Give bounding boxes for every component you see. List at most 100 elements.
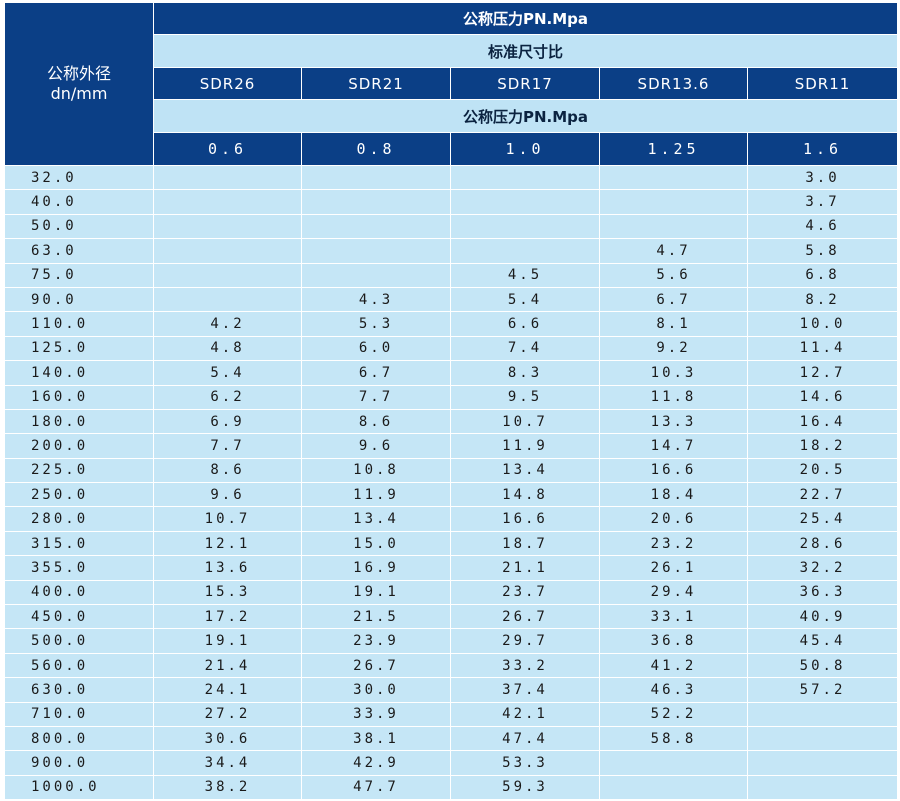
wall-thickness-cell: 4.7 [599,238,748,264]
wall-thickness-cell: 4.3 [301,286,451,313]
wall-thickness-cell: 59.3 [450,774,600,801]
pressure-title: 公称压力PN.Mpa [152,2,899,35]
wall-thickness-cell [301,238,451,264]
wall-thickness-cell: 6.2 [153,384,302,410]
wall-thickness-cell [450,238,600,264]
table-row: 140.0 5.4 6.7 8.3 10.3 12.7 [4,360,899,386]
wall-thickness-cell: 45.4 [746,628,899,654]
table-row: 710.0 27.2 33.9 42.1 52.2 [4,701,899,727]
table-row: 500.0 19.1 23.9 29.7 36.8 45.4 [4,628,899,654]
outer-diameter-cell: 63.0 [4,238,154,264]
table-row: 800.0 30.6 38.1 47.4 58.8 [4,725,899,752]
outer-diameter-cell: 125.0 [4,335,154,362]
table-row: 450.0 17.2 21.5 26.7 33.1 40.9 [4,604,899,630]
outer-diameter-cell: 140.0 [4,360,154,386]
wall-thickness-cell: 37.4 [450,677,600,703]
wall-thickness-cell: 4.5 [450,262,600,288]
wall-thickness-cell: 47.4 [450,725,600,752]
wall-thickness-cell: 8.1 [599,311,748,337]
wall-thickness-cell: 26.1 [599,555,748,581]
wall-thickness-cell [450,213,600,240]
table-row: 40.0 3.7 [4,189,899,215]
wall-thickness-cell: 6.7 [599,286,748,313]
outer-diameter-cell: 280.0 [4,506,154,532]
outer-diameter-cell: 225.0 [4,457,154,484]
table-row: 250.0 9.6 11.9 14.8 18.4 22.7 [4,482,899,508]
table-row: 180.0 6.9 8.6 10.7 13.3 16.4 [4,408,899,435]
outer-diameter-cell: 200.0 [4,433,154,459]
wall-thickness-cell: 12.7 [746,360,899,386]
wall-thickness-cell: 6.0 [301,335,451,362]
wall-thickness-cell: 53.3 [450,750,600,776]
sdr-header: SDR11 [746,67,899,100]
wall-thickness-cell: 10.8 [301,457,451,484]
wall-thickness-cell: 52.2 [599,701,748,727]
wall-thickness-cell: 3.0 [746,164,899,191]
table-row: 200.0 7.7 9.6 11.9 14.7 18.2 [4,433,899,459]
wall-thickness-cell: 26.7 [301,652,451,679]
wall-thickness-cell [450,189,600,215]
wall-thickness-cell: 57.2 [746,677,899,703]
wall-thickness-cell: 10.7 [450,408,600,435]
wall-thickness-cell: 5.6 [599,262,748,288]
wall-thickness-cell [599,189,748,215]
wall-thickness-cell: 11.9 [450,433,600,459]
wall-thickness-cell [153,238,302,264]
wall-thickness-cell: 8.3 [450,360,600,386]
wall-thickness-cell: 14.7 [599,433,748,459]
outer-diameter-cell: 900.0 [4,750,154,776]
wall-thickness-cell: 18.7 [450,530,600,557]
wall-thickness-cell [599,164,748,191]
wall-thickness-cell: 9.6 [301,433,451,459]
table-row: 315.0 12.1 15.0 18.7 23.2 28.6 [4,530,899,557]
wall-thickness-cell: 42.9 [301,750,451,776]
wall-thickness-cell: 21.1 [450,555,600,581]
outer-diameter-cell: 40.0 [4,189,154,215]
table-header: 公称外径 dn/mm 公称压力PN.Mpa 标准尺寸比 SDR26 SDR21 … [4,2,899,166]
outer-diameter-cell: 315.0 [4,530,154,557]
pressure-header: 1.0 [450,132,600,166]
wall-thickness-cell: 6.7 [301,360,451,386]
outer-diameter-cell: 560.0 [4,652,154,679]
sdr-header: SDR17 [450,67,600,100]
wall-thickness-cell: 11.8 [599,384,748,410]
wall-thickness-cell: 4.8 [153,335,302,362]
pressure-header: 0.6 [153,132,302,166]
wall-thickness-cell: 24.1 [153,677,302,703]
wall-thickness-cell: 41.2 [599,652,748,679]
wall-thickness-cell: 32.2 [746,555,899,581]
wall-thickness-cell: 18.4 [599,482,748,508]
pipe-spec-table-container: 公称外径 dn/mm 公称压力PN.Mpa 标准尺寸比 SDR26 SDR21 … [4,2,899,801]
wall-thickness-cell: 36.8 [599,628,748,654]
pressure-title-secondary: 公称压力PN.Mpa [152,99,899,133]
outer-diameter-unit: dn/mm [50,84,108,103]
outer-diameter-cell: 32.0 [4,164,154,191]
wall-thickness-cell: 5.4 [450,286,600,313]
wall-thickness-cell [746,750,899,776]
outer-diameter-cell: 710.0 [4,701,154,727]
pressure-header: 0.8 [301,132,451,166]
wall-thickness-cell [599,774,748,801]
pressure-header: 1.25 [599,132,748,166]
table-row: 32.0 3.0 [4,164,899,191]
wall-thickness-cell: 23.9 [301,628,451,654]
table-row: 90.0 4.3 5.4 6.7 8.2 [4,286,899,313]
table-row: 560.0 21.4 26.7 33.2 41.2 50.8 [4,652,899,679]
wall-thickness-cell [153,189,302,215]
wall-thickness-cell [450,164,600,191]
wall-thickness-cell: 14.6 [746,384,899,410]
outer-diameter-cell: 180.0 [4,408,154,435]
wall-thickness-cell: 10.0 [746,311,899,337]
table-row: 280.0 10.7 13.4 16.6 20.6 25.4 [4,506,899,532]
wall-thickness-cell: 17.2 [153,604,302,630]
wall-thickness-cell: 5.8 [746,238,899,264]
outer-diameter-cell: 50.0 [4,213,154,240]
wall-thickness-cell: 8.6 [301,408,451,435]
outer-diameter-cell: 355.0 [4,555,154,581]
wall-thickness-cell: 33.9 [301,701,451,727]
outer-diameter-cell: 250.0 [4,482,154,508]
wall-thickness-cell: 20.6 [599,506,748,532]
wall-thickness-cell: 23.2 [599,530,748,557]
wall-thickness-cell: 18.2 [746,433,899,459]
pipe-spec-table: 公称外径 dn/mm 公称压力PN.Mpa 标准尺寸比 SDR26 SDR21 … [4,2,899,801]
